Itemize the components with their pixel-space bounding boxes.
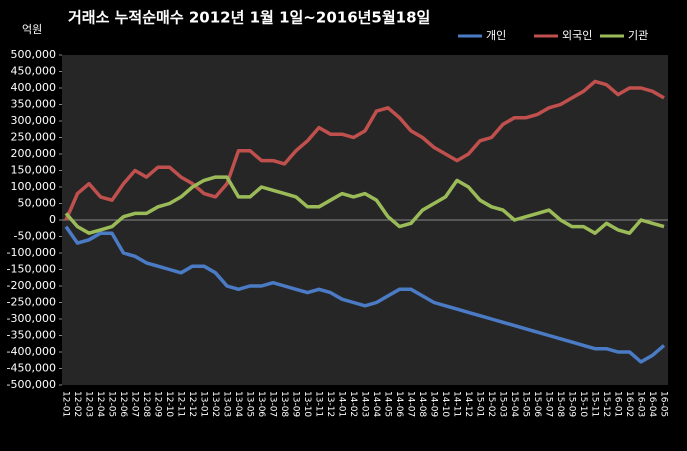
y-tick-label: -400,000 (7, 345, 56, 358)
x-tick-label: 12-03 (84, 391, 94, 417)
x-tick-label: 14-04 (371, 391, 381, 417)
x-tick-label: 14-11 (452, 391, 462, 417)
x-tick-label: 13-08 (279, 391, 289, 417)
x-tick-label: 15-07 (544, 391, 554, 417)
x-tick-label: 15-05 (521, 391, 531, 417)
y-tick-label: 350,000 (11, 98, 57, 111)
y-tick-label: 100,000 (11, 180, 57, 193)
x-tick-label: 16-03 (636, 391, 646, 417)
x-tick-label: 13-05 (245, 391, 255, 417)
x-tick-label: 12-02 (72, 391, 82, 417)
x-tick-label: 16-02 (624, 391, 634, 417)
x-tick-label: 13-06 (256, 391, 266, 417)
chart-title: 거래소 누적순매수 2012년 1월 1일~2016년5월18일 (68, 9, 430, 27)
x-tick-label: 15-08 (555, 391, 565, 417)
x-tick-label: 14-07 (406, 391, 416, 417)
x-tick-label: 16-01 (613, 391, 623, 417)
x-tick-label: 13-04 (233, 391, 243, 417)
x-tick-label: 12-08 (141, 391, 151, 417)
y-tick-label: -200,000 (7, 279, 56, 292)
y-tick-label: -250,000 (7, 296, 56, 309)
series-line (64, 79, 665, 221)
y-tick-label: -450,000 (7, 362, 56, 375)
y-tick-label: -300,000 (7, 312, 56, 325)
x-tick-label: 14-10 (440, 391, 450, 417)
x-tick-label: 15-02 (486, 391, 496, 417)
x-tick-label: 12-04 (95, 391, 105, 417)
x-tick-label: 13-02 (210, 391, 220, 417)
y-tick-label: 450,000 (11, 65, 57, 78)
y-tick-label: 300,000 (11, 114, 57, 127)
x-tick-label: 12-11 (176, 391, 186, 417)
x-tick-label: 13-01 (199, 391, 209, 417)
y-tick-label: -50,000 (14, 230, 56, 243)
x-tick-label: 13-12 (325, 391, 335, 417)
x-tick-label: 13-09 (291, 391, 301, 417)
x-tick-label: 14-06 (394, 391, 404, 417)
x-tick-label: 12-06 (118, 391, 128, 417)
y-tick-label: 400,000 (11, 81, 57, 94)
y-tick-label: 150,000 (11, 164, 57, 177)
x-tick-label: 14-12 (463, 391, 473, 417)
x-tick-label: 15-04 (509, 391, 519, 417)
x-tick-label: 15-01 (475, 391, 485, 417)
x-tick-label: 15-09 (567, 391, 577, 417)
x-tick-label: 16-04 (647, 391, 657, 417)
y-tick-label: -100,000 (7, 246, 56, 259)
y-tick-label: 200,000 (11, 147, 57, 160)
x-tick-label: 14-09 (429, 391, 439, 417)
x-tick-label: 13-10 (302, 391, 312, 417)
x-tick-label: 16-05 (659, 391, 669, 417)
legend-label: 개인 (486, 29, 506, 42)
x-tick-label: 14-08 (417, 391, 427, 417)
y-tick-label: -350,000 (7, 329, 56, 342)
x-tick-label: 15-06 (532, 391, 542, 417)
y-tick-label: 50,000 (18, 197, 57, 210)
series-line (64, 225, 666, 364)
x-tick-label: 15-03 (498, 391, 508, 417)
x-tick-label: 12-12 (187, 391, 197, 417)
legend-label: 기관 (628, 29, 648, 42)
legend-label: 외국인 (562, 29, 592, 42)
x-tick-label: 13-07 (268, 391, 278, 417)
y-tick-label: -150,000 (7, 263, 56, 276)
x-tick-label: 14-05 (383, 391, 393, 417)
x-tick-label: 15-10 (578, 391, 588, 417)
y-tick-label: -500,000 (7, 378, 56, 391)
y-tick-label: 500,000 (11, 48, 57, 61)
x-tick-label: 12-01 (61, 391, 71, 417)
x-tick-label: 12-07 (130, 391, 140, 417)
series-line (64, 175, 665, 235)
y-axis-unit: 억원 (22, 23, 42, 36)
x-tick-label: 14-01 (337, 391, 347, 417)
x-tick-label: 12-09 (153, 391, 163, 417)
x-tick-label: 14-03 (360, 391, 370, 417)
x-tick-label: 15-12 (601, 391, 611, 417)
x-tick-label: 12-05 (107, 391, 117, 417)
x-tick-label: 14-02 (348, 391, 358, 417)
y-tick-label: 250,000 (11, 131, 57, 144)
x-tick-label: 12-10 (164, 391, 174, 417)
x-tick-label: 13-03 (222, 391, 232, 417)
y-tick-label: 0 (49, 213, 56, 226)
x-tick-label: 13-11 (314, 391, 324, 417)
x-tick-label: 15-11 (590, 391, 600, 417)
